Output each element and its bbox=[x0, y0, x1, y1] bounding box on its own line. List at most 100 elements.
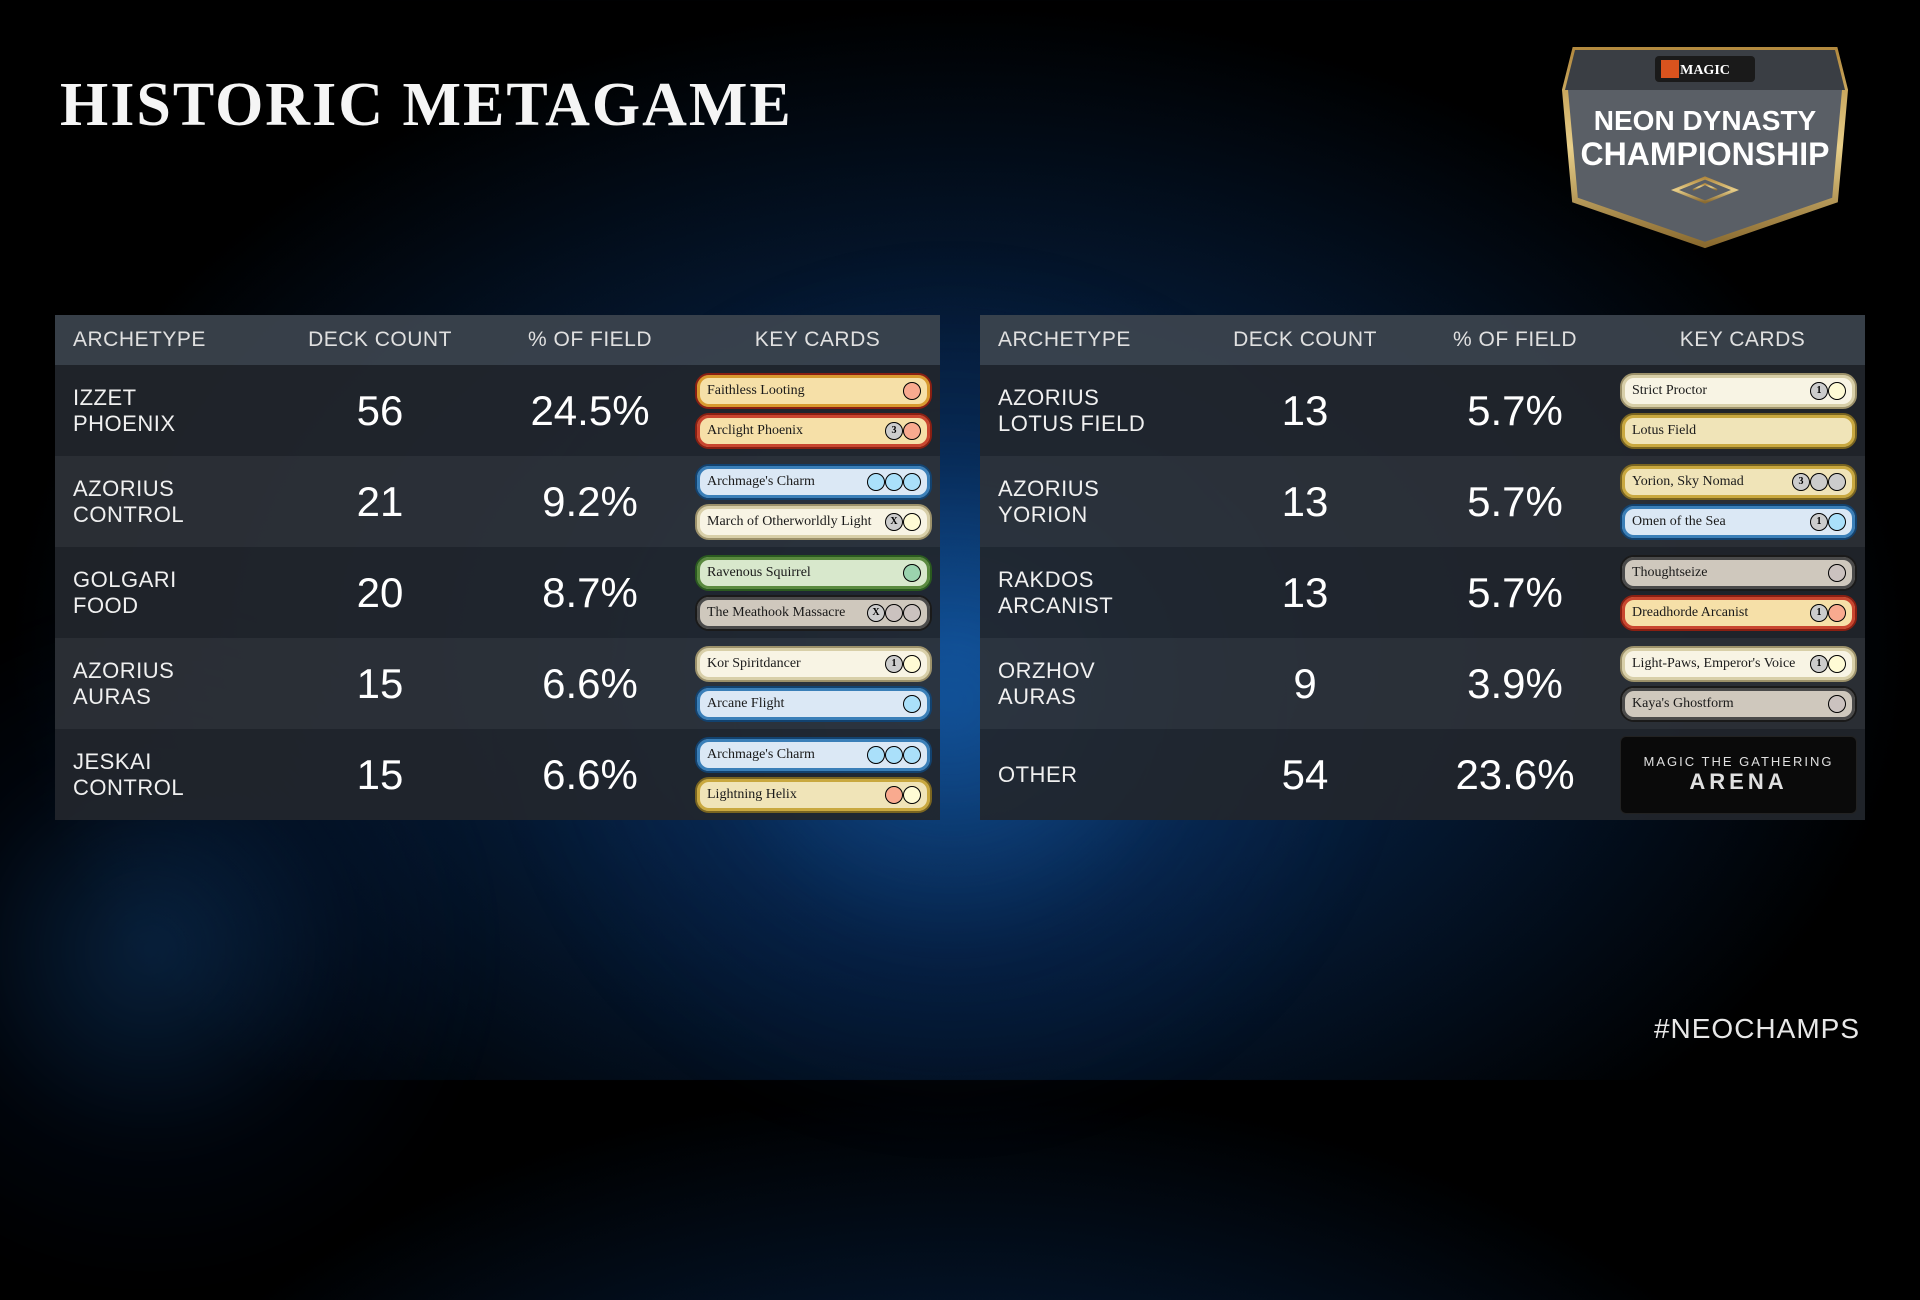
mana-symbol bbox=[904, 474, 920, 490]
mana-symbol bbox=[1829, 605, 1845, 621]
mana-cost bbox=[904, 696, 920, 712]
card-name: Dreadhorde Arcanist bbox=[1632, 605, 1748, 621]
table-row: OTHER5423.6%MAGIC THE GATHERINGARENA bbox=[980, 729, 1865, 820]
mana-symbol bbox=[1829, 656, 1845, 672]
mana-symbol bbox=[904, 383, 920, 399]
deck-count: 9 bbox=[1200, 660, 1410, 708]
mana-symbol bbox=[904, 696, 920, 712]
deck-count: 56 bbox=[275, 387, 485, 435]
card-name: Thoughtseize bbox=[1632, 565, 1707, 581]
card-header: Light-Paws, Emperor's Voice 1 bbox=[1620, 646, 1857, 682]
badge-line1: NEON DYNASTY bbox=[1594, 105, 1817, 136]
card-name: Light-Paws, Emperor's Voice bbox=[1632, 656, 1795, 672]
key-cards: Faithless Looting Arclight Phoenix 3 bbox=[695, 365, 940, 456]
key-cards: Strict Proctor 1 Lotus Field bbox=[1620, 365, 1865, 456]
mana-cost bbox=[868, 474, 920, 490]
table-row: JESKAICONTROL156.6% Archmage's Charm Light… bbox=[55, 729, 940, 820]
card-header: Kaya's Ghostform bbox=[1620, 686, 1857, 722]
mana-symbol bbox=[904, 787, 920, 803]
mana-symbol bbox=[904, 656, 920, 672]
mana-cost: 3 bbox=[1793, 474, 1845, 490]
card-header: Lotus Field bbox=[1620, 413, 1857, 449]
card-header: The Meathook MassacreX bbox=[695, 595, 932, 631]
card-header: Archmage's Charm bbox=[695, 464, 932, 500]
key-cards: Yorion, Sky Nomad 3 Omen of the Sea1 bbox=[1620, 456, 1865, 547]
card-header: Omen of the Sea1 bbox=[1620, 504, 1857, 540]
table-body-left: IZZETPHOENIX5624.5%Faithless LootingArcl… bbox=[55, 365, 940, 820]
archetype-label: AZORIUSCONTROL bbox=[55, 476, 275, 527]
field-pct: 6.6% bbox=[485, 751, 695, 799]
mana-symbol bbox=[868, 474, 884, 490]
table-row: AZORIUSLOTUS FIELD135.7%Strict Proctor1L… bbox=[980, 365, 1865, 456]
field-pct: 3.9% bbox=[1410, 660, 1620, 708]
mana-symbol bbox=[886, 787, 902, 803]
mana-symbol bbox=[904, 565, 920, 581]
mana-cost bbox=[886, 787, 920, 803]
mana-symbol bbox=[886, 747, 902, 763]
card-header: Faithless Looting bbox=[695, 373, 932, 409]
mana-symbol bbox=[1829, 514, 1845, 530]
mana-cost: X bbox=[886, 514, 920, 530]
field-pct: 5.7% bbox=[1410, 387, 1620, 435]
hashtag: #NEOCHAMPS bbox=[1654, 1013, 1860, 1045]
arena-logo: MAGIC THE GATHERINGARENA bbox=[1620, 736, 1857, 814]
card-name: Kor Spiritdancer bbox=[707, 656, 801, 672]
card-name: Lightning Helix bbox=[707, 787, 797, 803]
deck-count: 15 bbox=[275, 660, 485, 708]
card-header: Dreadhorde Arcanist 1 bbox=[1620, 595, 1857, 631]
mana-symbol bbox=[904, 605, 920, 621]
page-title: HISTORIC METAGAME bbox=[60, 70, 793, 141]
card-name: Strict Proctor bbox=[1632, 383, 1707, 399]
table-row: ORZHOVAURAS93.9%Light-Paws, Emperor's Vo… bbox=[980, 638, 1865, 729]
card-name: Lotus Field bbox=[1632, 423, 1696, 439]
table-header: ARCHETYPE DECK COUNT % OF FIELD KEY CARD… bbox=[55, 315, 940, 365]
archetype-label: RAKDOSARCANIST bbox=[980, 567, 1200, 618]
archetype-label: AZORIUSAURAS bbox=[55, 658, 275, 709]
mana-symbol bbox=[886, 605, 902, 621]
col-pct: % OF FIELD bbox=[485, 328, 695, 352]
mana-cost bbox=[1829, 696, 1845, 712]
mana-symbol bbox=[1811, 474, 1827, 490]
mana-symbol bbox=[904, 747, 920, 763]
card-name: The Meathook Massacre bbox=[707, 605, 845, 621]
mana-cost bbox=[904, 565, 920, 581]
mana-cost: 1 bbox=[1811, 656, 1845, 672]
key-cards: Light-Paws, Emperor's Voice 1 Kaya's Ghost… bbox=[1620, 638, 1865, 729]
card-header: Thoughtseize bbox=[1620, 555, 1857, 591]
deck-count: 13 bbox=[1200, 387, 1410, 435]
card-header: Lightning Helix bbox=[695, 777, 932, 813]
deck-count: 54 bbox=[1200, 751, 1410, 799]
card-name: Faithless Looting bbox=[707, 383, 805, 399]
mana-cost: 3 bbox=[886, 423, 920, 439]
mana-symbol bbox=[868, 747, 884, 763]
archetype-label: IZZETPHOENIX bbox=[55, 385, 275, 436]
mana-symbol: 1 bbox=[1811, 656, 1827, 672]
mana-symbol: 1 bbox=[886, 656, 902, 672]
archetype-label: JESKAICONTROL bbox=[55, 749, 275, 800]
mana-symbol: 1 bbox=[1811, 383, 1827, 399]
table-row: AZORIUSYORION135.7%Yorion, Sky Nomad3Ome… bbox=[980, 456, 1865, 547]
card-name: Ravenous Squirrel bbox=[707, 565, 811, 581]
mana-cost bbox=[868, 747, 920, 763]
archetype-label: GOLGARIFOOD bbox=[55, 567, 275, 618]
table-body-right: AZORIUSLOTUS FIELD135.7%Strict Proctor1L… bbox=[980, 365, 1865, 820]
key-cards: Ravenous Squirrel The Meathook MassacreX bbox=[695, 547, 940, 638]
col-archetype: ARCHETYPE bbox=[980, 328, 1200, 352]
table-row: GOLGARIFOOD208.7%Ravenous SquirrelThe Me… bbox=[55, 547, 940, 638]
mana-symbol: 1 bbox=[1811, 605, 1827, 621]
field-pct: 6.6% bbox=[485, 660, 695, 708]
mana-symbol bbox=[1829, 696, 1845, 712]
key-cards: Archmage's CharmMarch of Otherworldly Li… bbox=[695, 456, 940, 547]
field-pct: 23.6% bbox=[1410, 751, 1620, 799]
col-pct: % OF FIELD bbox=[1410, 328, 1620, 352]
card-name: Archmage's Charm bbox=[707, 747, 815, 763]
card-name: Yorion, Sky Nomad bbox=[1632, 474, 1744, 490]
mana-cost: 1 bbox=[886, 656, 920, 672]
deck-count: 15 bbox=[275, 751, 485, 799]
table-left: ARCHETYPE DECK COUNT % OF FIELD KEY CARD… bbox=[55, 315, 940, 820]
card-name: Arclight Phoenix bbox=[707, 423, 803, 439]
field-pct: 5.7% bbox=[1410, 569, 1620, 617]
key-cards: MAGIC THE GATHERINGARENA bbox=[1620, 729, 1865, 820]
card-header: Archmage's Charm bbox=[695, 737, 932, 773]
badge-line2: CHAMPIONSHIP bbox=[1581, 136, 1830, 172]
